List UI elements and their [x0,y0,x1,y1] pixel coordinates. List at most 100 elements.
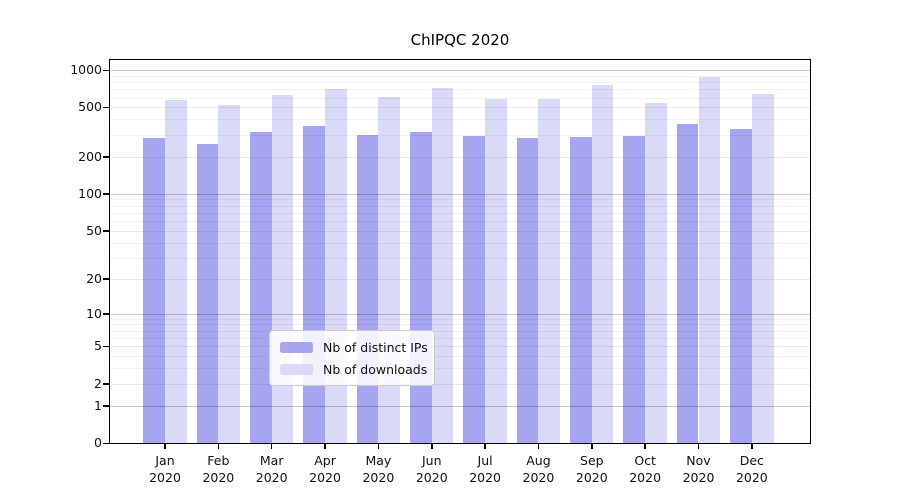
gridline-1 [110,405,810,407]
gridline-9 [110,318,810,320]
x-tick-jun [431,443,433,449]
legend-entry-distinct-ips: Nb of distinct IPs [280,336,428,358]
gridline-800 [110,82,810,84]
bar-apr-downloads [325,89,347,443]
x-tick-jan [164,443,166,449]
gridline-2 [110,383,810,385]
x-tick-label-aug: Aug 2020 [522,453,555,485]
bar-nov-downloads [698,77,721,443]
y-tick-50 [102,230,109,232]
bar-may-distinct-ips [356,135,379,443]
bar-apr-distinct-ips [303,126,326,443]
y-tick-label-2: 2 [94,375,102,391]
gridline-20 [110,278,810,280]
gridline-300 [110,134,810,136]
bar-oct-distinct-ips [623,135,646,443]
y-tick-label-0: 0 [94,435,102,450]
y-tick-label-200: 200 [78,148,102,164]
x-tick-label-oct: Oct 2020 [629,453,662,485]
legend: Nb of distinct IPs Nb of downloads [269,330,435,386]
bar-jan-distinct-ips [143,138,165,443]
gridline-30 [110,257,810,259]
gridline-60 [110,221,810,223]
bar-jul-distinct-ips [463,136,486,443]
y-tick-2 [102,383,109,385]
bar-sep-distinct-ips [570,137,592,443]
y-tick-label-1: 1 [94,397,102,413]
legend-entry-downloads: Nb of downloads [280,358,428,380]
y-tick-0 [102,442,109,444]
x-tick-may [377,443,380,449]
x-tick-label-mar: Mar 2020 [255,453,288,485]
bar-feb-downloads [218,105,241,443]
x-tick-label-may: May 2020 [362,453,395,485]
x-tick-label-feb: Feb 2020 [202,453,235,485]
y-tick-200 [102,156,109,158]
gridline-40 [110,242,810,244]
x-tick-oct [644,443,646,449]
chart-title: ChIPQC 2020 [410,31,510,49]
y-tick-label-50: 50 [86,222,102,238]
bar-nov-distinct-ips [676,124,699,443]
x-tick-sep [591,443,593,449]
gridline-90 [110,199,810,201]
x-tick-label-nov: Nov 2020 [682,453,715,485]
y-tick-label-5: 5 [94,338,102,354]
gridline-8 [110,324,810,326]
bar-may-downloads [378,96,401,443]
gridline-900 [110,75,810,77]
x-tick-jul [484,443,486,449]
gridline-500 [110,107,810,109]
bar-feb-distinct-ips [196,143,219,443]
x-tick-aug [537,443,540,449]
x-tick-label-dec: Dec 2020 [735,453,768,485]
plot-area: 0 1 2 5 10 20 50 100 200 500 1000 Jan 2020 Feb 2020 M… [70,59,811,485]
y-tick-label-100: 100 [78,185,102,201]
gridline-70 [110,212,810,214]
bar-mar-distinct-ips [250,131,272,443]
x-tick-label-sep: Sep 2020 [575,453,608,485]
y-tick-label-500: 500 [78,99,102,115]
y-tick-10 [102,313,109,315]
gridline-100 [110,193,810,195]
legend-label-distinct-ips: Nb of distinct IPs [323,339,428,355]
bar-sep-downloads [591,85,614,443]
bar-oct-downloads [645,103,667,443]
bar-dec-distinct-ips [730,129,752,443]
y-tick-label-20: 20 [86,270,102,286]
gridline-600 [110,97,810,99]
x-tick-nov [697,443,700,449]
bar-dec-downloads [751,93,774,443]
gridline-1000 [110,70,810,71]
bar-jun-distinct-ips [410,131,432,443]
legend-swatch-downloads [280,363,313,375]
x-tick-dec [751,443,753,449]
gridline-4 [110,356,810,358]
gridline-200 [110,156,810,158]
y-tick-label-10: 10 [86,305,102,321]
legend-swatch-distinct-ips [280,341,313,353]
bar-jun-downloads [431,88,454,443]
bar-aug-distinct-ips [516,137,539,443]
y-tick-1 [102,405,109,407]
x-tick-apr [324,443,326,449]
gridline-400 [110,119,810,121]
gridline-3 [110,368,810,370]
bar-aug-downloads [538,99,561,443]
gridline-5 [110,346,810,348]
x-tick-label-jul: Jul 2020 [469,453,501,485]
legend-label-downloads: Nb of downloads [323,361,428,377]
y-tick-label-1000: 1000 [70,62,102,77]
gridline-700 [110,89,810,91]
x-tick-label-apr: Apr 2020 [309,453,341,485]
gridline-10 [110,313,810,315]
x-tick-mar [270,443,273,449]
x-tick-label-jun: Jun 2020 [415,453,448,485]
y-tick-1000 [102,69,109,71]
bar-jan-downloads [165,100,187,443]
gridline-6 [110,337,810,339]
x-tick-feb [217,443,220,449]
bar-jul-downloads [485,98,507,443]
y-tick-100 [102,193,109,195]
gridline-7 [110,330,810,332]
